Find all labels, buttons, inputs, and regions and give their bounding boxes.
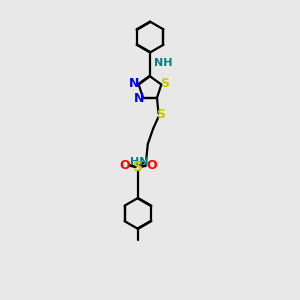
Text: S: S — [133, 160, 143, 174]
Text: S: S — [156, 108, 165, 121]
Text: O: O — [146, 159, 157, 172]
Text: O: O — [119, 159, 130, 172]
Text: HN: HN — [130, 157, 149, 167]
Text: N: N — [129, 77, 140, 90]
Text: NH: NH — [154, 58, 172, 68]
Text: S: S — [160, 77, 169, 90]
Text: N: N — [134, 92, 145, 105]
